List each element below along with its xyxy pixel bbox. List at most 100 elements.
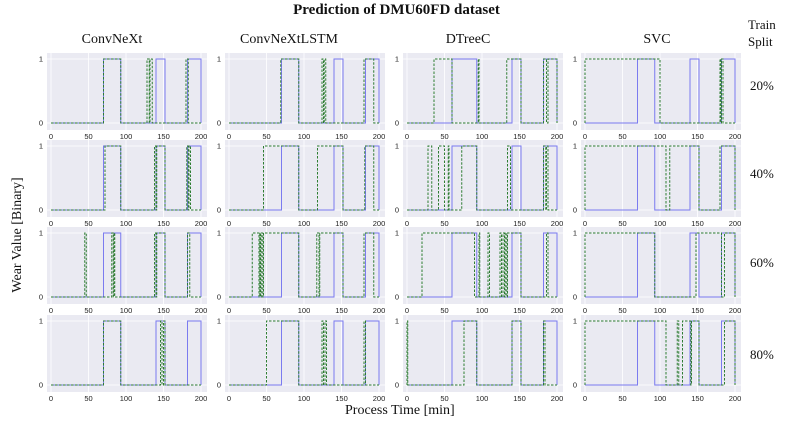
x-tick-label: 100 [476, 219, 489, 228]
x-tick-label: 200 [373, 394, 386, 403]
row-label-80: 80% [750, 347, 774, 362]
subplot-r1-c2: 0 50 100 150 200 0 1 [217, 53, 385, 141]
plot-background [581, 53, 741, 130]
plot-background [225, 227, 385, 304]
x-tick-label: 50 [84, 394, 92, 403]
subplot-r2-c3: 0 50 100 150 200 0 1 [395, 140, 563, 228]
row-label-40: 40% [750, 166, 774, 181]
x-tick-label: 200 [551, 132, 564, 141]
y-tick-label: 1 [573, 229, 577, 238]
y-tick-label: 0 [395, 381, 399, 390]
plot-background [581, 140, 741, 217]
train-split-header-line1: Train [748, 17, 776, 32]
x-tick-label: 100 [298, 132, 311, 141]
x-tick-label: 150 [691, 132, 704, 141]
x-tick-label: 50 [84, 219, 92, 228]
x-tick-label: 150 [335, 219, 348, 228]
x-tick-label: 0 [227, 394, 231, 403]
x-tick-label: 50 [618, 306, 626, 315]
y-tick-label: 1 [39, 317, 43, 326]
x-tick-label: 200 [729, 132, 742, 141]
x-tick-label: 50 [84, 132, 92, 141]
x-tick-label: 150 [513, 306, 526, 315]
x-tick-label: 200 [729, 306, 742, 315]
x-tick-label: 0 [583, 306, 587, 315]
y-tick-label: 0 [39, 381, 43, 390]
x-tick-label: 200 [551, 306, 564, 315]
y-tick-label: 1 [573, 55, 577, 64]
x-tick-label: 200 [195, 132, 208, 141]
x-tick-label: 0 [227, 132, 231, 141]
row-label-20: 20% [750, 78, 774, 93]
predicted-series-line [584, 58, 735, 124]
x-tick-label: 100 [120, 394, 133, 403]
subplot-r2-c1: 0 50 100 150 200 0 1 [39, 140, 207, 228]
plot-background [581, 315, 741, 392]
predicted-series-line [229, 232, 379, 298]
plot-background [225, 53, 385, 130]
x-tick-label: 150 [513, 132, 526, 141]
y-tick-label: 0 [573, 206, 577, 215]
x-tick-label: 150 [157, 219, 170, 228]
x-tick-label: 150 [335, 306, 348, 315]
x-tick-label: 100 [298, 306, 311, 315]
y-tick-label: 0 [39, 293, 43, 302]
plot-background [47, 315, 207, 392]
x-tick-label: 200 [195, 219, 208, 228]
y-tick-label: 0 [395, 293, 399, 302]
x-tick-label: 50 [262, 306, 270, 315]
x-tick-label: 0 [405, 132, 409, 141]
x-tick-label: 100 [654, 306, 667, 315]
y-tick-label: 1 [217, 142, 221, 151]
x-tick-label: 150 [335, 132, 348, 141]
x-tick-label: 50 [618, 219, 626, 228]
x-tick-label: 150 [157, 394, 170, 403]
x-tick-label: 0 [583, 219, 587, 228]
x-tick-label: 150 [513, 219, 526, 228]
train-split-header: Train Split [748, 16, 776, 50]
predicted-series-line [407, 58, 558, 124]
x-tick-label: 0 [227, 219, 231, 228]
subplot-r3-c2: 0 50 100 150 200 0 1 [217, 227, 385, 315]
column-title-convnextlstm: ConvNeXtLSTM [240, 32, 338, 47]
x-tick-label: 0 [49, 306, 53, 315]
x-tick-label: 100 [476, 306, 489, 315]
x-tick-label: 100 [120, 306, 133, 315]
x-tick-label: 100 [120, 132, 133, 141]
plot-background [403, 227, 563, 304]
y-tick-label: 0 [39, 206, 43, 215]
y-tick-label: 1 [395, 317, 399, 326]
y-tick-label: 0 [573, 293, 577, 302]
x-tick-label: 50 [440, 306, 448, 315]
predicted-series-line [229, 320, 379, 386]
predicted-series-line [407, 232, 557, 298]
x-tick-label: 200 [195, 394, 208, 403]
subplot-r4-c1: 0 50 100 150 200 0 1 [39, 315, 207, 403]
x-tick-label: 100 [654, 394, 667, 403]
predicted-series-line [229, 145, 379, 211]
chart-title: Prediction of DMU60FD dataset [293, 2, 500, 18]
x-tick-label: 0 [583, 394, 587, 403]
y-tick-label: 0 [217, 381, 221, 390]
x-tick-label: 200 [373, 306, 386, 315]
x-tick-label: 0 [405, 394, 409, 403]
predicted-series-line [51, 58, 201, 124]
x-tick-label: 200 [551, 394, 564, 403]
x-tick-label: 200 [373, 132, 386, 141]
y-tick-label: 0 [217, 119, 221, 128]
x-tick-label: 50 [618, 394, 626, 403]
x-tick-label: 150 [513, 394, 526, 403]
subplot-r4-c3: 0 50 100 150 200 0 1 [395, 315, 563, 403]
predicted-series-line [584, 145, 736, 211]
y-tick-label: 1 [217, 229, 221, 238]
plot-background [225, 140, 385, 217]
y-tick-label: 0 [395, 206, 399, 215]
x-tick-label: 150 [157, 306, 170, 315]
y-tick-label: 1 [573, 142, 577, 151]
y-tick-label: 1 [395, 142, 399, 151]
y-tick-label: 0 [573, 119, 577, 128]
x-axis-label: Process Time [min] [345, 403, 455, 418]
y-tick-label: 1 [573, 317, 577, 326]
predicted-series-line [229, 58, 379, 124]
